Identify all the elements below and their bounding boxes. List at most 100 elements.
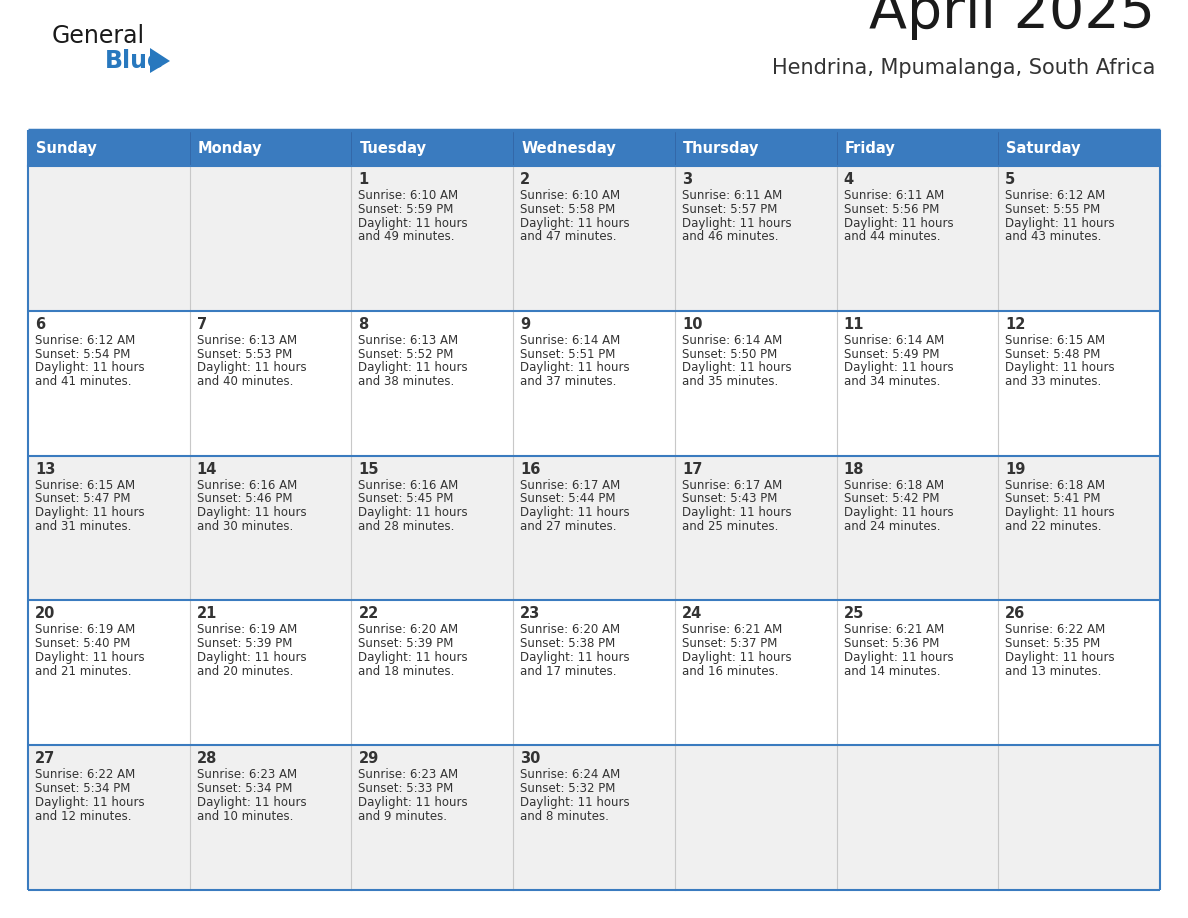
- Text: 29: 29: [359, 751, 379, 767]
- Text: and 17 minutes.: and 17 minutes.: [520, 665, 617, 677]
- Text: Sunday: Sunday: [36, 140, 96, 155]
- Text: Sunrise: 6:23 AM: Sunrise: 6:23 AM: [197, 768, 297, 781]
- Text: Daylight: 11 hours: Daylight: 11 hours: [843, 506, 953, 520]
- Text: Daylight: 11 hours: Daylight: 11 hours: [359, 217, 468, 230]
- Text: 10: 10: [682, 317, 702, 331]
- Text: Sunset: 5:47 PM: Sunset: 5:47 PM: [34, 492, 131, 506]
- Text: Sunset: 5:32 PM: Sunset: 5:32 PM: [520, 782, 615, 795]
- Text: 27: 27: [34, 751, 56, 767]
- Text: Daylight: 11 hours: Daylight: 11 hours: [682, 651, 791, 664]
- Text: Sunset: 5:58 PM: Sunset: 5:58 PM: [520, 203, 615, 216]
- Text: 5: 5: [1005, 172, 1016, 187]
- Text: 15: 15: [359, 462, 379, 476]
- Text: and 30 minutes.: and 30 minutes.: [197, 520, 293, 533]
- Text: Wednesday: Wednesday: [522, 140, 615, 155]
- Text: 19: 19: [1005, 462, 1025, 476]
- Text: Sunset: 5:44 PM: Sunset: 5:44 PM: [520, 492, 615, 506]
- Text: and 49 minutes.: and 49 minutes.: [359, 230, 455, 243]
- Text: Daylight: 11 hours: Daylight: 11 hours: [359, 651, 468, 664]
- Text: Daylight: 11 hours: Daylight: 11 hours: [1005, 217, 1114, 230]
- Text: Daylight: 11 hours: Daylight: 11 hours: [197, 651, 307, 664]
- Text: and 27 minutes.: and 27 minutes.: [520, 520, 617, 533]
- Text: 21: 21: [197, 607, 217, 621]
- Text: Tuesday: Tuesday: [360, 140, 426, 155]
- Text: Sunset: 5:36 PM: Sunset: 5:36 PM: [843, 637, 939, 650]
- Bar: [29, 600, 1159, 745]
- Text: 30: 30: [520, 751, 541, 767]
- Text: Sunrise: 6:11 AM: Sunrise: 6:11 AM: [843, 189, 943, 202]
- Text: and 43 minutes.: and 43 minutes.: [1005, 230, 1101, 243]
- Text: and 47 minutes.: and 47 minutes.: [520, 230, 617, 243]
- Text: and 44 minutes.: and 44 minutes.: [843, 230, 940, 243]
- Text: and 12 minutes.: and 12 minutes.: [34, 810, 132, 823]
- Text: 7: 7: [197, 317, 207, 331]
- Text: 24: 24: [682, 607, 702, 621]
- Text: Hendrina, Mpumalanga, South Africa: Hendrina, Mpumalanga, South Africa: [772, 58, 1155, 78]
- Text: and 25 minutes.: and 25 minutes.: [682, 520, 778, 533]
- Text: Daylight: 11 hours: Daylight: 11 hours: [34, 796, 145, 809]
- Text: Daylight: 11 hours: Daylight: 11 hours: [843, 362, 953, 375]
- Text: Sunset: 5:39 PM: Sunset: 5:39 PM: [197, 637, 292, 650]
- Text: 1: 1: [359, 172, 368, 187]
- Text: and 40 minutes.: and 40 minutes.: [197, 375, 293, 388]
- Text: Sunset: 5:34 PM: Sunset: 5:34 PM: [197, 782, 292, 795]
- Text: and 41 minutes.: and 41 minutes.: [34, 375, 132, 388]
- Text: Sunset: 5:43 PM: Sunset: 5:43 PM: [682, 492, 777, 506]
- Text: Sunset: 5:53 PM: Sunset: 5:53 PM: [197, 348, 292, 361]
- Text: 23: 23: [520, 607, 541, 621]
- Text: 6: 6: [34, 317, 45, 331]
- Text: Sunrise: 6:24 AM: Sunrise: 6:24 AM: [520, 768, 620, 781]
- Text: 18: 18: [843, 462, 864, 476]
- Text: Sunset: 5:52 PM: Sunset: 5:52 PM: [359, 348, 454, 361]
- Text: Blue: Blue: [105, 49, 164, 73]
- Text: Sunset: 5:37 PM: Sunset: 5:37 PM: [682, 637, 777, 650]
- Text: Sunset: 5:54 PM: Sunset: 5:54 PM: [34, 348, 131, 361]
- Text: and 16 minutes.: and 16 minutes.: [682, 665, 778, 677]
- Text: Sunrise: 6:14 AM: Sunrise: 6:14 AM: [682, 334, 782, 347]
- Text: Sunset: 5:59 PM: Sunset: 5:59 PM: [359, 203, 454, 216]
- Text: Sunrise: 6:10 AM: Sunrise: 6:10 AM: [520, 189, 620, 202]
- Text: Daylight: 11 hours: Daylight: 11 hours: [520, 362, 630, 375]
- Text: Sunrise: 6:16 AM: Sunrise: 6:16 AM: [359, 478, 459, 492]
- Text: Sunrise: 6:19 AM: Sunrise: 6:19 AM: [34, 623, 135, 636]
- Text: Daylight: 11 hours: Daylight: 11 hours: [359, 796, 468, 809]
- Text: Daylight: 11 hours: Daylight: 11 hours: [520, 506, 630, 520]
- Text: Sunrise: 6:15 AM: Sunrise: 6:15 AM: [34, 478, 135, 492]
- Text: Daylight: 11 hours: Daylight: 11 hours: [34, 362, 145, 375]
- Text: and 46 minutes.: and 46 minutes.: [682, 230, 778, 243]
- Text: Sunset: 5:56 PM: Sunset: 5:56 PM: [843, 203, 939, 216]
- Text: Sunrise: 6:15 AM: Sunrise: 6:15 AM: [1005, 334, 1105, 347]
- Text: Sunrise: 6:13 AM: Sunrise: 6:13 AM: [197, 334, 297, 347]
- Bar: [29, 455, 1159, 600]
- Text: and 21 minutes.: and 21 minutes.: [34, 665, 132, 677]
- Text: and 18 minutes.: and 18 minutes.: [359, 665, 455, 677]
- Text: and 38 minutes.: and 38 minutes.: [359, 375, 455, 388]
- Text: Daylight: 11 hours: Daylight: 11 hours: [197, 362, 307, 375]
- Text: Friday: Friday: [845, 140, 896, 155]
- Text: Sunset: 5:38 PM: Sunset: 5:38 PM: [520, 637, 615, 650]
- Text: Daylight: 11 hours: Daylight: 11 hours: [1005, 651, 1114, 664]
- Text: 28: 28: [197, 751, 217, 767]
- Text: Sunrise: 6:21 AM: Sunrise: 6:21 AM: [682, 623, 782, 636]
- Text: Sunrise: 6:10 AM: Sunrise: 6:10 AM: [359, 189, 459, 202]
- Text: Sunrise: 6:12 AM: Sunrise: 6:12 AM: [34, 334, 135, 347]
- Text: 8: 8: [359, 317, 368, 331]
- Text: Daylight: 11 hours: Daylight: 11 hours: [520, 796, 630, 809]
- Text: and 34 minutes.: and 34 minutes.: [843, 375, 940, 388]
- Text: Sunrise: 6:17 AM: Sunrise: 6:17 AM: [520, 478, 620, 492]
- Text: Daylight: 11 hours: Daylight: 11 hours: [34, 506, 145, 520]
- Text: 25: 25: [843, 607, 864, 621]
- Text: and 35 minutes.: and 35 minutes.: [682, 375, 778, 388]
- Text: Sunset: 5:34 PM: Sunset: 5:34 PM: [34, 782, 131, 795]
- Text: Saturday: Saturday: [1006, 140, 1081, 155]
- Text: Daylight: 11 hours: Daylight: 11 hours: [359, 506, 468, 520]
- Text: Sunset: 5:40 PM: Sunset: 5:40 PM: [34, 637, 131, 650]
- Text: 9: 9: [520, 317, 530, 331]
- Text: Daylight: 11 hours: Daylight: 11 hours: [520, 651, 630, 664]
- Text: 2: 2: [520, 172, 530, 187]
- Text: Sunrise: 6:21 AM: Sunrise: 6:21 AM: [843, 623, 943, 636]
- Text: Sunset: 5:46 PM: Sunset: 5:46 PM: [197, 492, 292, 506]
- Text: Sunrise: 6:19 AM: Sunrise: 6:19 AM: [197, 623, 297, 636]
- Text: Thursday: Thursday: [683, 140, 759, 155]
- Text: and 20 minutes.: and 20 minutes.: [197, 665, 293, 677]
